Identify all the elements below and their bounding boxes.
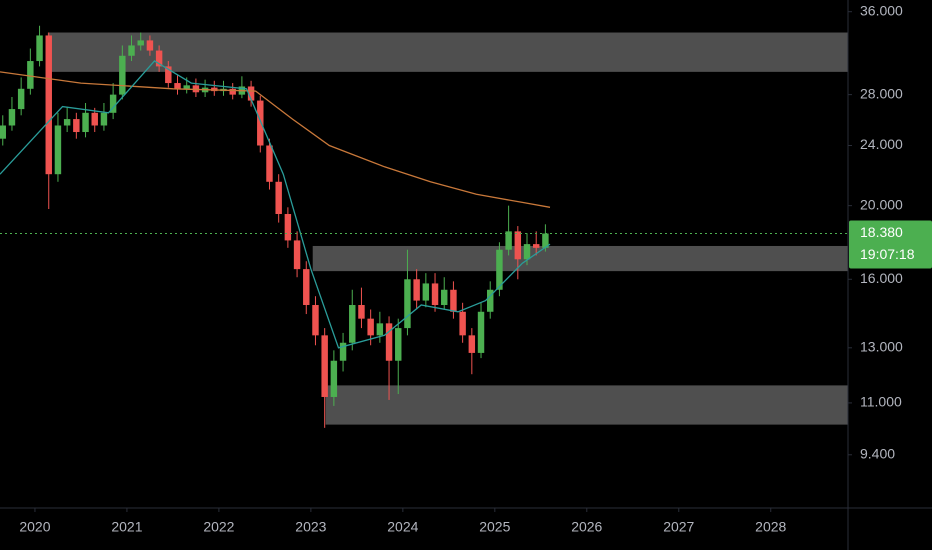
candle-body [404,279,411,329]
candle-body [137,40,144,46]
candle-body [119,55,126,95]
y-tick-label: 13.000 [860,339,903,355]
candle-body [174,83,181,89]
candle-body [63,119,71,126]
candle-body [82,112,89,133]
y-tick-label: 16.000 [860,270,903,286]
candle-body [275,181,282,215]
last-price-box [849,220,932,269]
x-tick-label: 2027 [663,519,694,535]
candle-body [339,342,347,361]
moving-average [0,60,551,349]
candle-body [358,305,365,319]
candle-body [367,318,374,336]
zone [312,245,848,272]
candle-body [303,269,310,306]
candle-body [91,112,98,126]
candle-body [542,233,549,248]
y-tick-label: 28.000 [860,85,903,101]
candle-body [376,323,384,336]
candle-body [54,125,62,175]
y-tick-label: 20.000 [860,196,903,212]
candle-body [45,35,52,175]
candle-body [247,86,255,101]
plot-area [0,25,848,428]
candle-body [431,283,439,306]
candle-body [27,61,34,89]
last-price-label: 18.380 [860,224,903,240]
candle-body [183,85,190,89]
candle-body [450,289,457,312]
candle-body [487,289,494,312]
candle-body [257,100,264,146]
candle-body [229,88,236,95]
candle-body [422,283,430,301]
candle-body [155,50,163,67]
y-tick-label: 36.000 [860,2,903,18]
candle-body [468,335,476,353]
x-tick-label: 2025 [479,519,510,535]
zone [325,385,848,425]
candle-body [100,112,108,126]
candle-body [17,88,25,110]
candle-body [514,231,522,260]
candle-body [523,244,531,260]
candle-body [413,279,420,301]
x-tick-label: 2024 [387,519,418,535]
y-tick-label: 9.400 [860,445,895,461]
candle-body [505,231,512,250]
candle-body [477,311,485,353]
x-tick-label: 2020 [19,519,50,535]
candle-body [146,40,154,51]
y-tick-label: 11.000 [860,394,902,410]
candle-body [321,335,328,397]
candle-body [36,35,43,62]
x-tick-label: 2021 [111,519,142,535]
candle-body [385,323,393,361]
candle-body [73,119,80,133]
candle-body [0,125,6,139]
candle-body [312,305,319,336]
zone [47,32,848,72]
candle-body [459,311,466,336]
candle-body [266,145,273,182]
countdown: 19:07:18 [860,246,915,262]
candle-body [496,249,503,290]
candle-body [284,214,292,241]
candle-body [165,66,172,84]
candle-body [8,109,16,126]
candle-body [395,328,402,361]
x-tick-label: 2028 [755,519,786,535]
candle-body [109,94,117,113]
candle-body [293,240,301,270]
x-tick-label: 2026 [571,519,602,535]
candle-body [330,360,338,397]
x-tick-label: 2022 [203,519,234,535]
candle-body [532,244,540,248]
candle-body [349,305,356,343]
candle-body [128,45,135,56]
x-tick-label: 2023 [295,519,326,535]
candle-body [441,289,448,306]
y-tick-label: 24.000 [860,136,903,152]
moving-average [0,71,551,208]
